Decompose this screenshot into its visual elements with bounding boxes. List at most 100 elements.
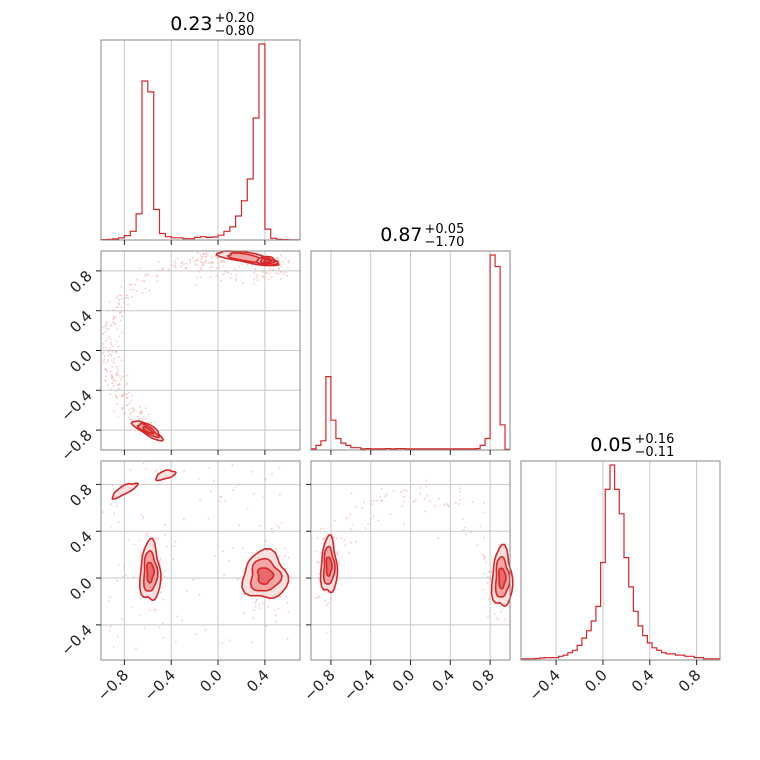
sample-point xyxy=(119,311,121,314)
sample-point xyxy=(116,403,119,405)
sample-point xyxy=(220,496,223,498)
sample-point xyxy=(157,537,160,540)
sample-point xyxy=(120,315,123,318)
sample-point xyxy=(377,519,380,522)
sample-point xyxy=(231,546,234,549)
y-tick-label: 0.0 xyxy=(66,347,96,377)
sample-point xyxy=(256,274,259,276)
sample-point xyxy=(133,409,136,412)
sample-point xyxy=(392,490,395,492)
sample-point xyxy=(200,258,202,260)
x-tick-label: −0.4 xyxy=(340,666,378,704)
sample-point xyxy=(110,374,113,377)
sample-point xyxy=(110,377,113,380)
sample-point xyxy=(125,397,128,399)
x-tick-label: 0.0 xyxy=(196,666,226,696)
sample-point xyxy=(199,260,202,263)
sample-point xyxy=(126,404,129,406)
sample-point xyxy=(104,331,106,333)
contour-level-1 xyxy=(155,469,177,482)
sample-point xyxy=(328,591,330,593)
sample-point xyxy=(219,260,222,262)
sample-point xyxy=(482,554,484,556)
x-tick-label: 0.8 xyxy=(468,666,498,696)
sample-point xyxy=(250,264,253,266)
sample-point xyxy=(107,354,110,357)
sample-point xyxy=(110,388,113,391)
sample-point xyxy=(278,267,280,269)
sample-point xyxy=(323,589,326,592)
sample-point xyxy=(487,576,489,578)
sample-point xyxy=(205,255,208,258)
sample-point xyxy=(230,273,232,276)
sample-point xyxy=(253,282,255,285)
sample-point xyxy=(364,527,367,529)
sample-point xyxy=(115,374,117,377)
sample-point xyxy=(209,266,211,269)
sample-point xyxy=(112,318,115,321)
sample-point xyxy=(162,268,165,270)
sample-point xyxy=(281,522,283,525)
sample-point xyxy=(497,544,500,546)
sample-point xyxy=(109,370,112,373)
sample-point xyxy=(277,259,279,262)
sample-point xyxy=(111,484,114,487)
sample-point xyxy=(174,540,177,543)
sample-point xyxy=(227,272,230,274)
sample-point xyxy=(203,253,205,256)
sample-point xyxy=(173,545,175,548)
sample-point xyxy=(145,468,147,470)
sample-point xyxy=(317,597,320,599)
sample-point xyxy=(173,264,175,267)
sample-point xyxy=(162,637,165,639)
sample-point xyxy=(322,527,324,530)
sample-point xyxy=(185,262,188,265)
sample-point xyxy=(189,258,191,261)
sample-point xyxy=(120,394,123,397)
sample-point xyxy=(424,510,427,513)
sample-point xyxy=(485,561,487,564)
sample-point xyxy=(146,534,149,537)
sample-point xyxy=(111,375,113,378)
sample-point xyxy=(175,641,177,643)
sample-point xyxy=(503,618,506,621)
sample-point xyxy=(127,539,130,542)
sample-point xyxy=(116,371,119,373)
sample-point xyxy=(425,479,427,482)
sample-point xyxy=(121,359,123,361)
x-tick-label: −0.4 xyxy=(525,666,563,704)
sample-point xyxy=(283,273,285,275)
sample-point xyxy=(423,497,426,500)
sample-point xyxy=(122,576,124,578)
sample-point xyxy=(107,359,109,361)
sample-point xyxy=(210,262,213,265)
sample-point xyxy=(161,577,163,580)
sample-point xyxy=(270,528,273,530)
sample-point xyxy=(271,473,273,475)
sample-point xyxy=(350,541,352,544)
sample-point xyxy=(211,266,214,268)
sample-point xyxy=(252,493,255,495)
sample-point xyxy=(143,627,146,630)
sample-point xyxy=(221,642,224,645)
sample-point xyxy=(277,260,280,263)
sample-point xyxy=(196,259,199,262)
sample-point xyxy=(138,539,141,542)
density-mode-bottom-left xyxy=(130,420,165,442)
sample-point xyxy=(132,410,134,413)
sample-point xyxy=(154,470,157,473)
sample-point xyxy=(459,499,462,501)
sample-point xyxy=(238,524,240,527)
sample-point xyxy=(197,477,200,480)
sample-point xyxy=(228,560,230,562)
sample-point xyxy=(265,624,268,627)
sample-point xyxy=(483,536,485,539)
sample-point xyxy=(154,421,156,423)
sample-point xyxy=(482,511,485,514)
sample-point xyxy=(130,605,133,608)
sample-point xyxy=(269,272,271,275)
sample-point xyxy=(479,525,482,528)
sample-point xyxy=(320,552,322,554)
sample-point xyxy=(212,261,214,264)
x-tick-label: −0.4 xyxy=(141,666,179,704)
